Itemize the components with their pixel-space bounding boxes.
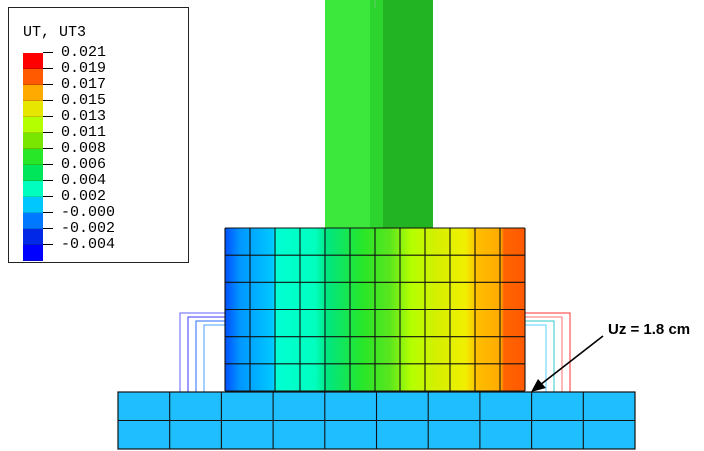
boundary-fringe-lines bbox=[179, 312, 571, 392]
annotation-arrow bbox=[531, 335, 604, 392]
legend-swatch bbox=[23, 245, 43, 261]
fringe-line-right bbox=[525, 320, 555, 392]
legend-swatch bbox=[23, 165, 43, 181]
column bbox=[325, 0, 433, 228]
legend-tick bbox=[43, 164, 55, 181]
pile-cap-block bbox=[224, 227, 526, 392]
legend-tick bbox=[43, 148, 55, 165]
legend-tick bbox=[43, 52, 55, 69]
legend-tick bbox=[43, 84, 55, 101]
legend-tick bbox=[43, 180, 55, 197]
fringe-line-right bbox=[525, 324, 547, 392]
legend-value: 0.015 bbox=[61, 92, 107, 109]
legend-title: UT, UT3 bbox=[23, 24, 87, 41]
legend-swatch bbox=[23, 117, 43, 133]
fringe-line-left bbox=[179, 312, 225, 392]
legend-swatch bbox=[23, 53, 43, 69]
legend-ticks bbox=[43, 52, 55, 261]
arrow-head bbox=[531, 379, 546, 392]
legend-box: UT, UT3 0.021 0.019 0.017 0.015 0.013 0.011 0.… bbox=[8, 7, 189, 263]
legend-value: 0.004 bbox=[61, 172, 107, 189]
legend-tick bbox=[43, 196, 55, 213]
legend-color-scale bbox=[23, 53, 43, 261]
legend-value: 0.021 bbox=[61, 44, 107, 61]
legend-swatch bbox=[23, 85, 43, 101]
legend-value: 0.017 bbox=[61, 76, 107, 93]
arrow-shaft bbox=[539, 335, 604, 386]
legend-tick bbox=[43, 68, 55, 85]
legend-value: 0.019 bbox=[61, 60, 107, 77]
displacement-annotation: Uz = 1.8 cm bbox=[608, 321, 691, 338]
fringe-line-left bbox=[187, 316, 225, 392]
legend-value: -0.004 bbox=[61, 236, 116, 253]
legend-swatch bbox=[23, 69, 43, 85]
column-face-right bbox=[383, 0, 433, 228]
legend-swatch bbox=[23, 197, 43, 213]
legend-swatch bbox=[23, 101, 43, 117]
legend-value: 0.002 bbox=[61, 188, 107, 205]
legend-value: -0.002 bbox=[61, 220, 116, 237]
base-slab bbox=[117, 391, 636, 450]
legend-swatch bbox=[23, 133, 43, 149]
legend-tick bbox=[43, 132, 55, 149]
fringe-line-left bbox=[195, 320, 225, 392]
legend-tick bbox=[43, 116, 55, 133]
legend-values: 0.021 0.019 0.017 0.015 0.013 0.011 0.008 0.006… bbox=[61, 45, 115, 253]
legend-tick bbox=[43, 228, 55, 245]
legend-value: 0.008 bbox=[61, 140, 107, 157]
legend-swatch bbox=[23, 213, 43, 229]
legend-tick bbox=[43, 244, 55, 261]
legend-tick bbox=[43, 100, 55, 117]
fringe-line-right bbox=[525, 312, 571, 392]
fringe-line-left bbox=[203, 324, 225, 392]
legend-swatch bbox=[23, 181, 43, 197]
legend-swatch bbox=[23, 229, 43, 245]
legend-swatch bbox=[23, 149, 43, 165]
legend-tick bbox=[43, 212, 55, 229]
fringe-line-right bbox=[525, 316, 563, 392]
legend-value: -0.000 bbox=[61, 204, 116, 221]
legend-value: 0.013 bbox=[61, 108, 107, 125]
legend-value: 0.011 bbox=[61, 124, 107, 141]
legend-value: 0.006 bbox=[61, 156, 107, 173]
